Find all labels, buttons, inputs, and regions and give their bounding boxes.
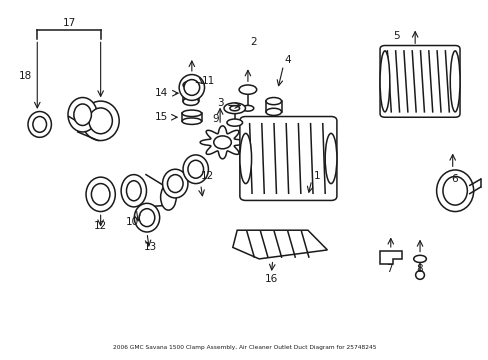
Text: 17: 17 bbox=[62, 18, 76, 28]
Ellipse shape bbox=[265, 98, 281, 105]
Ellipse shape bbox=[134, 203, 159, 232]
Text: 11: 11 bbox=[202, 76, 215, 86]
Ellipse shape bbox=[86, 177, 115, 212]
Text: 12: 12 bbox=[201, 171, 214, 181]
Ellipse shape bbox=[240, 134, 251, 184]
Ellipse shape bbox=[242, 105, 253, 111]
Text: 10: 10 bbox=[125, 217, 139, 227]
Ellipse shape bbox=[213, 136, 231, 149]
Ellipse shape bbox=[265, 108, 281, 116]
Ellipse shape bbox=[187, 160, 203, 178]
Ellipse shape bbox=[162, 169, 187, 198]
FancyBboxPatch shape bbox=[379, 45, 459, 117]
Polygon shape bbox=[232, 230, 327, 259]
Ellipse shape bbox=[179, 75, 204, 100]
Ellipse shape bbox=[182, 110, 201, 117]
Ellipse shape bbox=[91, 184, 110, 205]
Ellipse shape bbox=[160, 184, 176, 210]
Ellipse shape bbox=[226, 119, 242, 126]
Ellipse shape bbox=[183, 155, 208, 184]
Ellipse shape bbox=[33, 117, 46, 132]
Text: 8: 8 bbox=[416, 264, 423, 274]
Ellipse shape bbox=[183, 98, 198, 105]
Ellipse shape bbox=[229, 106, 239, 111]
Polygon shape bbox=[200, 126, 244, 159]
Ellipse shape bbox=[74, 104, 91, 126]
Text: 12: 12 bbox=[94, 221, 107, 231]
Text: 4: 4 bbox=[284, 55, 290, 65]
Ellipse shape bbox=[139, 209, 155, 226]
Ellipse shape bbox=[68, 98, 97, 132]
Ellipse shape bbox=[121, 175, 146, 207]
Text: 9: 9 bbox=[211, 114, 218, 124]
Ellipse shape bbox=[224, 103, 245, 114]
Text: 2006 GMC Savana 1500 Clamp Assembly, Air Cleaner Outlet Duct Diagram for 2574824: 2006 GMC Savana 1500 Clamp Assembly, Air… bbox=[113, 345, 375, 350]
Text: 5: 5 bbox=[392, 31, 399, 41]
Polygon shape bbox=[379, 251, 401, 264]
Text: 1: 1 bbox=[313, 171, 319, 181]
Ellipse shape bbox=[82, 101, 119, 140]
Ellipse shape bbox=[126, 181, 141, 201]
Ellipse shape bbox=[183, 81, 198, 89]
Ellipse shape bbox=[415, 271, 424, 279]
Text: 18: 18 bbox=[19, 71, 32, 81]
Ellipse shape bbox=[449, 51, 459, 112]
Text: 16: 16 bbox=[264, 274, 277, 284]
Text: 3: 3 bbox=[216, 98, 223, 108]
Ellipse shape bbox=[442, 176, 467, 205]
Ellipse shape bbox=[325, 134, 336, 184]
Text: 13: 13 bbox=[144, 242, 157, 252]
Text: 6: 6 bbox=[450, 174, 457, 184]
Text: 14: 14 bbox=[155, 88, 168, 98]
FancyBboxPatch shape bbox=[240, 117, 336, 201]
Ellipse shape bbox=[413, 255, 426, 262]
Ellipse shape bbox=[183, 80, 199, 95]
Ellipse shape bbox=[167, 175, 183, 193]
Text: 15: 15 bbox=[155, 112, 168, 122]
Ellipse shape bbox=[89, 108, 112, 134]
Ellipse shape bbox=[239, 85, 256, 94]
Ellipse shape bbox=[182, 118, 201, 125]
Ellipse shape bbox=[379, 51, 389, 112]
Text: 7: 7 bbox=[386, 264, 392, 274]
Ellipse shape bbox=[28, 112, 51, 137]
Ellipse shape bbox=[436, 170, 473, 212]
Text: 2: 2 bbox=[249, 37, 256, 47]
